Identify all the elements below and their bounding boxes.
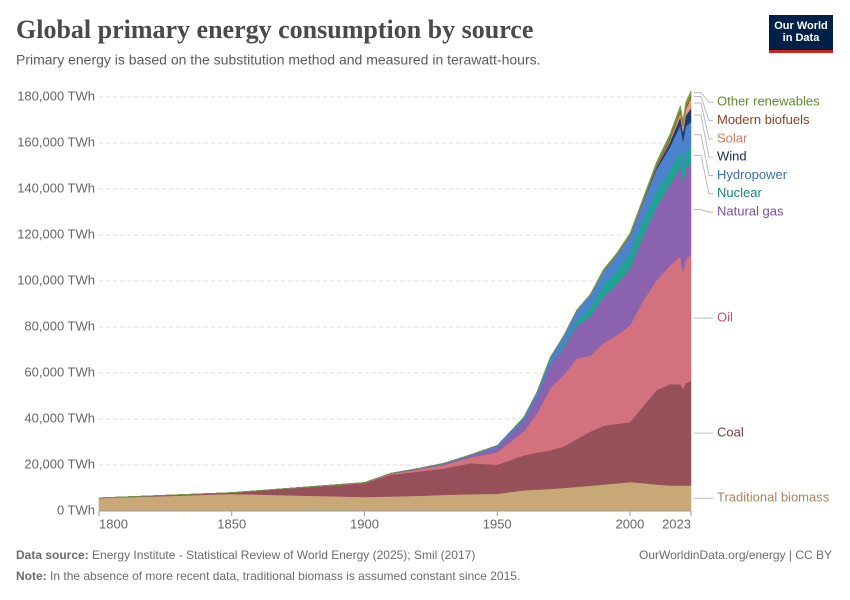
legend-label: Traditional biomass bbox=[717, 490, 830, 505]
area bbox=[98, 90, 692, 499]
chart-subtitle: Primary energy is based on the substitut… bbox=[16, 52, 541, 68]
logo-text-box: Our World in Data bbox=[774, 20, 828, 44]
legend-label: Oil bbox=[717, 310, 733, 325]
note: Note: In the absence of more recent data… bbox=[16, 569, 520, 583]
logo-bar bbox=[769, 50, 833, 53]
label-connector bbox=[694, 102, 713, 140]
label-connector bbox=[694, 134, 713, 176]
y-tick-label: 140,000 TWh bbox=[17, 180, 95, 195]
x-tick-label: 1950 bbox=[483, 516, 512, 531]
source-label: Data source: bbox=[16, 548, 89, 562]
logo-box bbox=[769, 15, 833, 52]
label-connector bbox=[694, 154, 713, 195]
y-tick-label: 0 TWh bbox=[57, 502, 95, 517]
legend-label: Other renewables bbox=[717, 94, 820, 109]
y-tick-label: 20,000 TWh bbox=[24, 456, 95, 471]
x-tick-label: 2000 bbox=[615, 516, 644, 531]
y-tick-label: 160,000 TWh bbox=[17, 134, 95, 149]
label-connector bbox=[694, 114, 713, 158]
y-tick-label: 100,000 TWh bbox=[17, 272, 95, 287]
y-tick-label: 40,000 TWh bbox=[24, 410, 95, 425]
legend-label: Nuclear bbox=[717, 185, 762, 200]
legend-label: Natural gas bbox=[717, 204, 784, 219]
source-text: Energy Institute - Statistical Review of… bbox=[92, 548, 475, 562]
legend-label: Modern biofuels bbox=[717, 112, 810, 127]
chart-title: Global primary energy consumption by sou… bbox=[16, 15, 533, 44]
y-tick-label: 180,000 TWh bbox=[17, 88, 95, 103]
source-url[interactable]: OurWorldinData.org/energy | CC BY bbox=[639, 548, 832, 562]
y-tick-label: 80,000 TWh bbox=[24, 318, 95, 333]
legend-label: Coal bbox=[717, 425, 744, 440]
plot-area: 0 TWh 20,000 TWh 40,000 TWh 60,000 TWh 80,00… bbox=[17, 88, 830, 531]
source: Data source: Energy Institute - Statisti… bbox=[16, 548, 475, 562]
logo-text: Our World in Data bbox=[774, 20, 828, 44]
legend-label: Wind bbox=[717, 149, 747, 164]
label-connector bbox=[694, 96, 713, 122]
x-tick-label: 2023 bbox=[662, 516, 691, 531]
note-text: In the absence of more recent data, trad… bbox=[50, 569, 520, 583]
label-connector bbox=[694, 208, 713, 213]
logo[interactable]: Our World in Data bbox=[769, 15, 833, 53]
legend-label: Solar bbox=[717, 130, 748, 145]
label-connector bbox=[694, 92, 713, 103]
x-tick-label: 1850 bbox=[217, 516, 246, 531]
legend-label: Hydropower bbox=[717, 167, 788, 182]
y-tick-label: 60,000 TWh bbox=[24, 364, 95, 379]
note-label: Note: bbox=[16, 569, 47, 583]
x-tick-label: 1900 bbox=[350, 516, 379, 531]
y-tick-label: 120,000 TWh bbox=[17, 226, 95, 241]
x-tick-label: 1800 bbox=[99, 516, 128, 531]
